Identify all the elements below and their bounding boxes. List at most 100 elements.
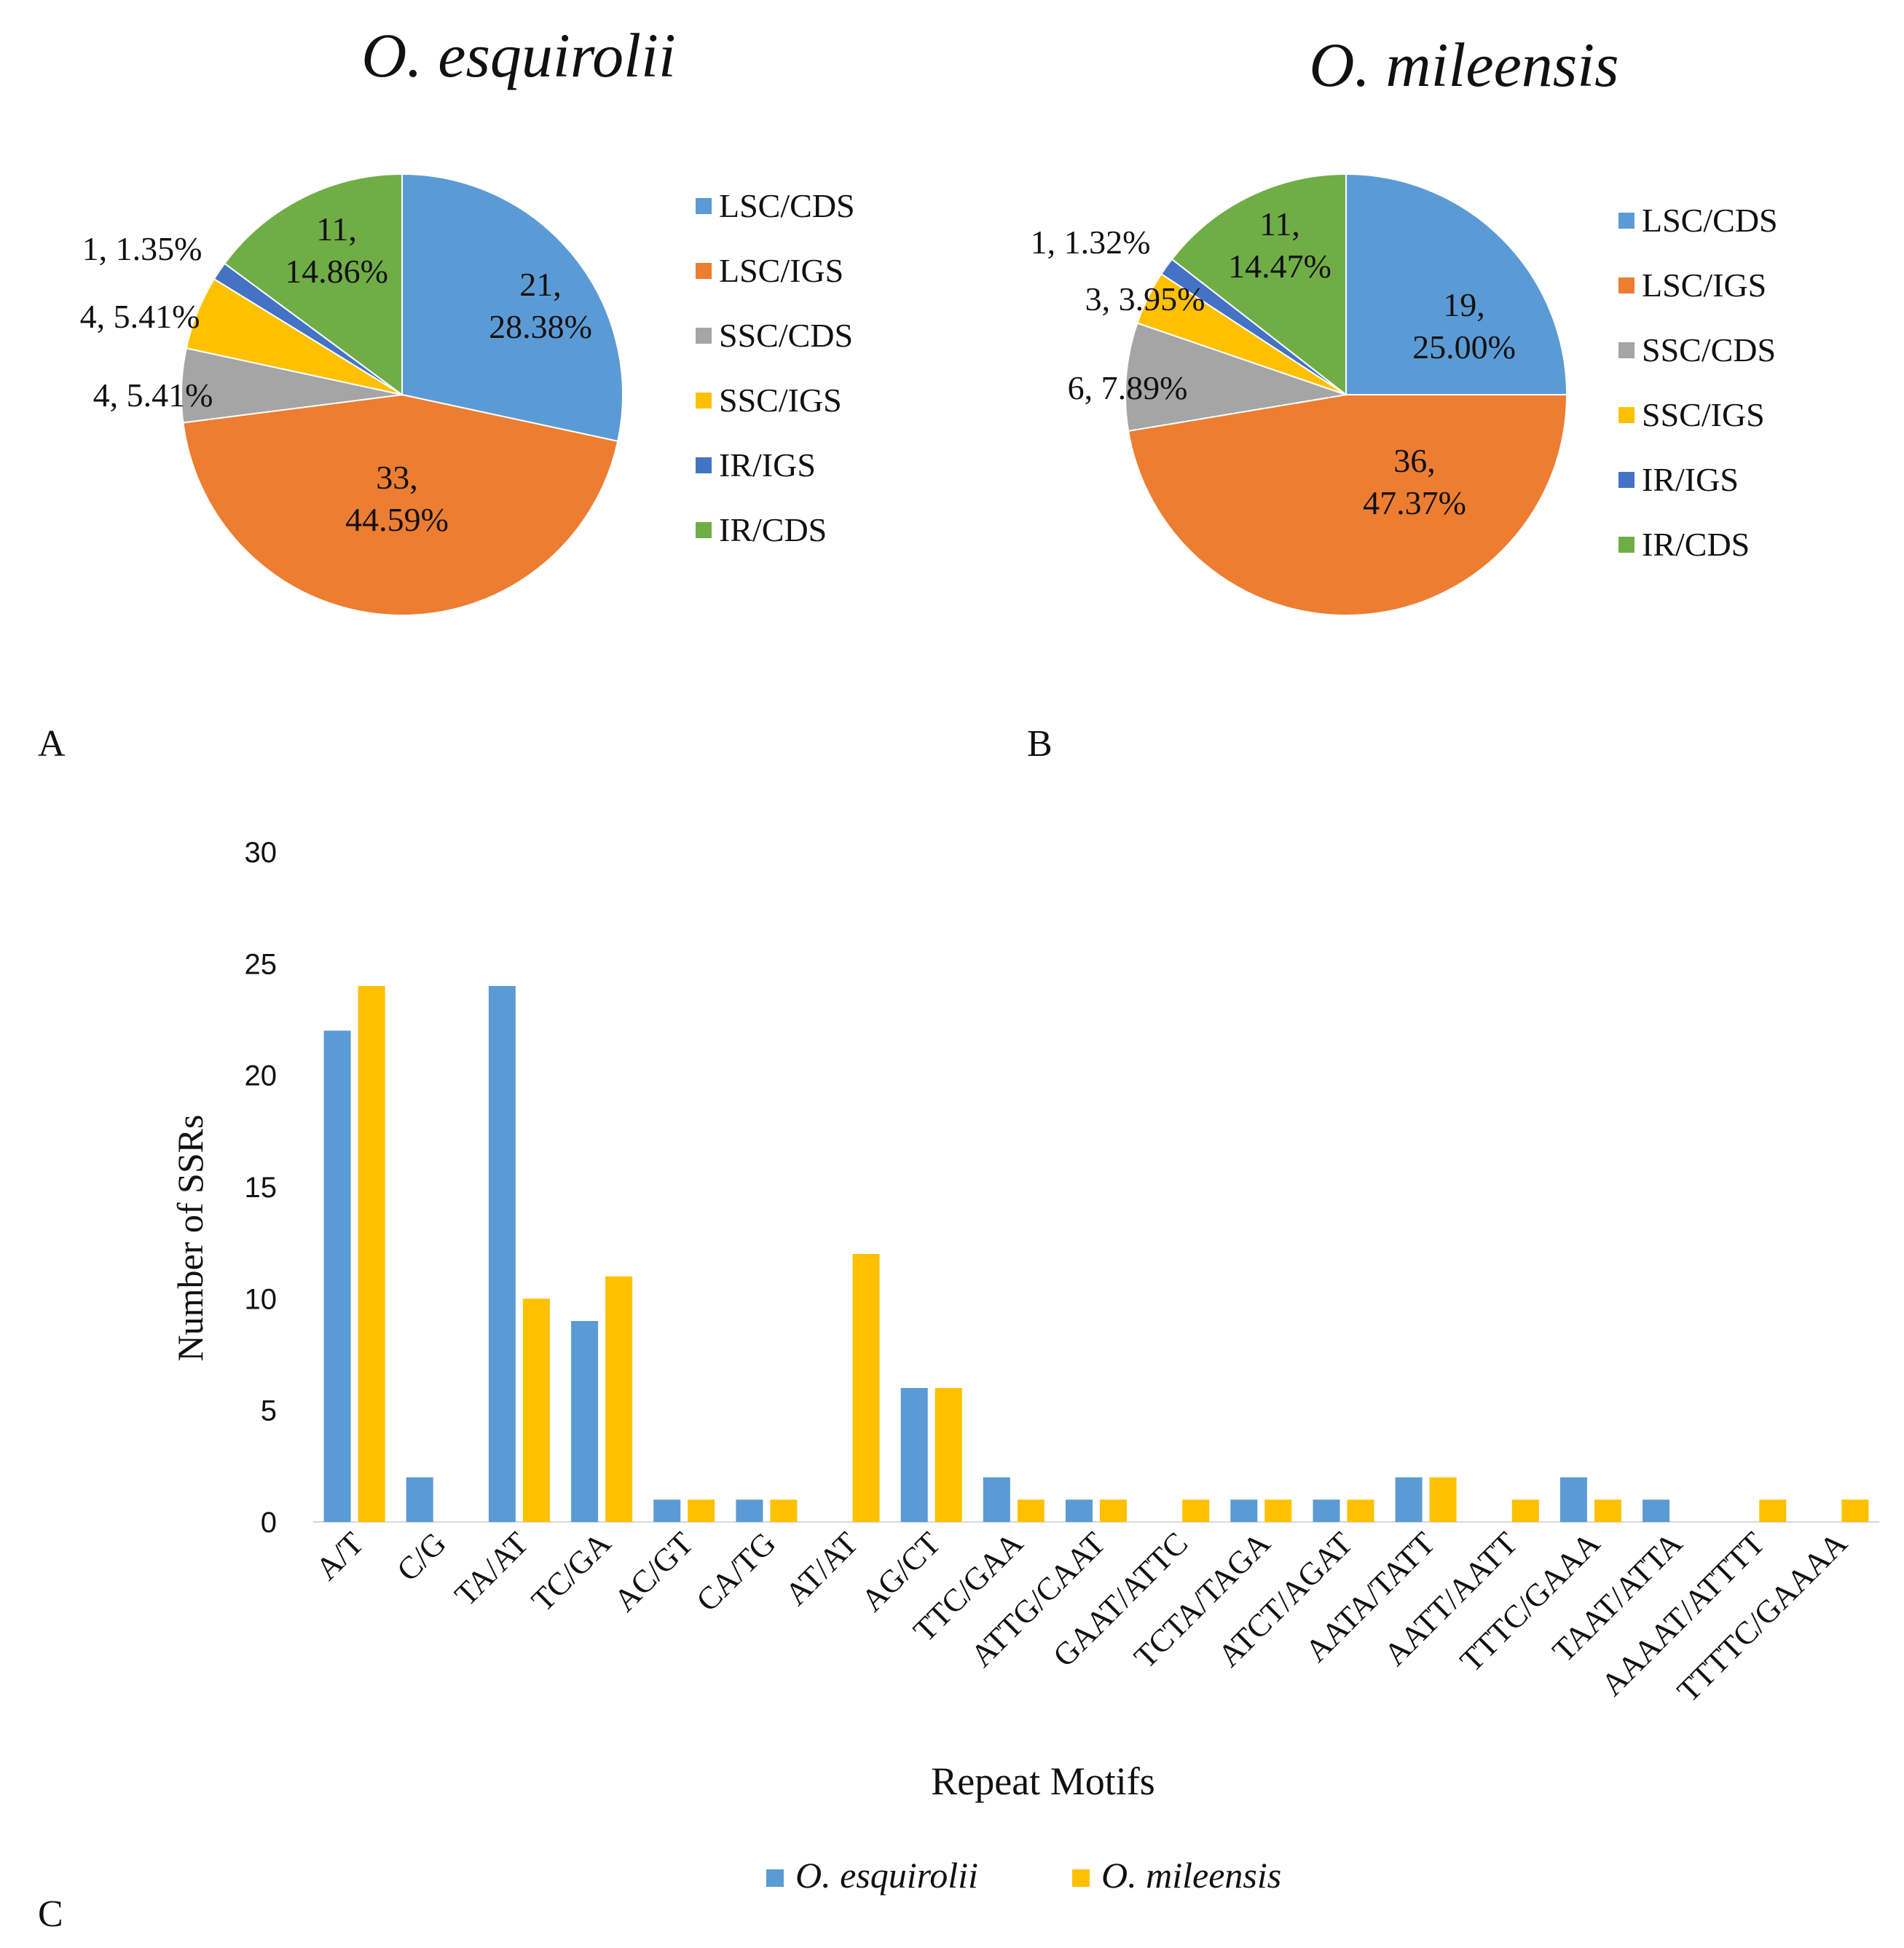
legend-swatch-ir-cds [696, 522, 712, 538]
bar-o-mileensis-ta-at [522, 1298, 550, 1522]
legend-label-lsc-igs: LSC/IGS [719, 252, 843, 289]
pie-legend: LSC/CDS LSC/IGS SSC/CDS SSC/IGS IR/IGS IR/CDS [696, 187, 855, 548]
slice-data-label-ir-igs: 1, 1.32% [1031, 224, 1151, 261]
slice-data-label-ssc-igs: 4, 5.41% [80, 298, 200, 335]
bar-o-esquirolii-tcta-taga [1230, 1499, 1258, 1522]
pie-slice-lsc-cds [1345, 173, 1568, 395]
bar-o-esquirolii-c-g [406, 1477, 433, 1522]
legend-swatch-lsc-cds [1618, 213, 1634, 229]
bar-o-mileensis-gaat-attc [1182, 1499, 1210, 1522]
pie-title: O. esquirolii [361, 20, 676, 90]
bar-o-mileensis-aata-tatt [1429, 1477, 1457, 1522]
bar-o-mileensis-aatt-aatt [1511, 1499, 1539, 1522]
x-tick-label: C/G [390, 1525, 453, 1588]
legend-swatch-lsc-igs [696, 263, 712, 279]
bar-chart-repeat-motifs: 0 5 10 15 20 25 30 A/T C/GTA/ATTC/GAAC/GTCA/TGAT… [38, 837, 1879, 1935]
pie-legend: LSC/CDS LSC/IGS SSC/CDS SSC/IGS IR/IGS IR/CDS [1618, 202, 1778, 563]
bar-o-esquirolii-atct-agat [1313, 1499, 1340, 1522]
slice-data-label-lsc-igs: 33, 44.59% [345, 459, 449, 538]
legend-label-o-mileensis: O. mileensis [1101, 1855, 1281, 1896]
bar-o-esquirolii-aata-tatt [1395, 1477, 1423, 1522]
legend-label-ssc-igs: SSC/IGS [1642, 396, 1765, 433]
legend-swatch-ssc-igs [1618, 407, 1634, 423]
y-tick-label: 30 [245, 837, 278, 869]
y-tick-label: 0 [261, 1507, 277, 1539]
slice-data-label-ssc-cds: 4, 5.41% [93, 376, 213, 414]
slice-data-label-ssc-cds: 6, 7.89% [1068, 369, 1188, 406]
legend-swatch-lsc-cds [696, 198, 712, 214]
pie-slice-lsc-igs [182, 393, 619, 616]
legend-swatch-lsc-igs [1618, 277, 1634, 293]
y-tick-label: 25 [245, 948, 278, 980]
legend-label-ir-igs: IR/IGS [1642, 461, 1739, 498]
x-axis-title: Repeat Motifs [931, 1759, 1154, 1803]
pie-slice-ssc-cds [1125, 322, 1347, 433]
x-tick-label: TC/GA [524, 1525, 618, 1618]
y-tick-label: 10 [245, 1283, 278, 1315]
bar-o-esquirolii-tttc-gaaa [1559, 1477, 1587, 1522]
pie-slice-lsc-igs [1127, 394, 1568, 616]
legend-swatch-ir-igs [1618, 472, 1634, 488]
legend-label-ir-cds: IR/CDS [1642, 526, 1750, 563]
slice-data-label-lsc-cds: 21, 28.38% [489, 266, 592, 345]
y-tick-label: 20 [245, 1060, 278, 1092]
legend-swatch-ssc-igs [696, 393, 712, 409]
bar-o-mileensis-ttc-gaa [1017, 1499, 1045, 1522]
legend-label-ssc-cds: SSC/CDS [719, 317, 853, 354]
slice-data-label-lsc-igs: 36, 47.37% [1363, 442, 1466, 521]
bar-o-mileensis-at-at [852, 1254, 880, 1522]
bar-o-esquirolii-taat-atta [1643, 1499, 1670, 1522]
x-tick-label: TA/AT [448, 1525, 535, 1612]
y-axis-title: Number of SSRs [170, 1115, 211, 1362]
pie-slice-ir-cds [1171, 173, 1347, 397]
legend-label-o-esquirolii: O. esquirolii [795, 1855, 978, 1896]
bar-o-esquirolii-ag-ct [900, 1388, 928, 1522]
pie-title: O. mileensis [1309, 30, 1618, 100]
bar-o-mileensis-ac-gt [688, 1499, 715, 1522]
slice-data-label-ir-cds: 11, 14.47% [1228, 205, 1331, 285]
slice-data-label-ssc-igs: 3, 3.95% [1085, 280, 1205, 318]
slice-data-label-ir-cds: 11, 14.86% [285, 210, 388, 290]
bar-o-mileensis-atct-agat [1347, 1499, 1374, 1522]
bar-o-esquirolii-ta-at [488, 986, 516, 1522]
panel-label: A [38, 723, 66, 765]
legend-label-lsc-igs: LSC/IGS [1642, 267, 1766, 304]
legend-label-ssc-igs: SSC/IGS [719, 382, 842, 419]
bar-o-esquirolii-attg-caat [1066, 1499, 1093, 1522]
legend-swatch-ir-cds [1618, 537, 1634, 553]
legend-label-ir-cds: IR/CDS [719, 511, 827, 548]
pie-chart-mileensis: 19, 25.00% 36, 47.37% 6, 7.89% 3, 3.95% 1, 1.3… [1027, 30, 1778, 765]
x-tick-label: A/T [309, 1525, 371, 1587]
legend-swatch-ir-igs [696, 457, 712, 473]
bar-o-mileensis-tc-ga [605, 1276, 633, 1522]
bar-legend: O. esquirolii O. mileensis [766, 1855, 1281, 1896]
legend-label-ir-igs: IR/IGS [719, 446, 816, 484]
pie-slice-ir-cds [223, 173, 403, 396]
panel-label: C [38, 1893, 63, 1935]
legend-label-ssc-cds: SSC/CDS [1642, 331, 1776, 368]
pie-chart-esquirolii: 21, 28.38% 33, 44.59% 4, 5.41% 4, 5.41% 1, 1.3… [38, 20, 855, 765]
legend-swatch-o-mileensis [1072, 1869, 1090, 1887]
legend-label-lsc-cds: LSC/CDS [1642, 202, 1778, 239]
bar-o-esquirolii-ttc-gaa [983, 1477, 1010, 1522]
pie-slice-lsc-cds [401, 173, 623, 443]
slice-data-label-lsc-cds: 19, 25.00% [1412, 286, 1516, 366]
x-tick-label: AC/GT [607, 1525, 700, 1618]
y-tick-label: 5 [261, 1395, 277, 1427]
bar-o-esquirolii-tc-ga [571, 1321, 599, 1522]
x-tick-label: CA/TG [689, 1525, 782, 1618]
legend-swatch-o-esquirolii [766, 1869, 784, 1887]
legend-swatch-ssc-cds [696, 328, 712, 344]
bar-o-esquirolii-a-t [323, 1030, 351, 1522]
bar-o-esquirolii-ca-tg [736, 1499, 763, 1522]
bar-o-mileensis-attg-caat [1100, 1499, 1127, 1522]
panel-label: B [1027, 723, 1053, 765]
bar-o-esquirolii-ac-gt [653, 1499, 681, 1522]
bar-o-mileensis-tcta-taga [1264, 1499, 1292, 1522]
bar-o-mileensis-aaaat-atttt [1759, 1499, 1787, 1522]
y-tick-label: 15 [245, 1172, 278, 1204]
legend-swatch-ssc-cds [1618, 342, 1634, 358]
bar-o-mileensis-tttc-gaaa [1594, 1499, 1621, 1522]
bar-o-mileensis-a-t [358, 986, 385, 1522]
